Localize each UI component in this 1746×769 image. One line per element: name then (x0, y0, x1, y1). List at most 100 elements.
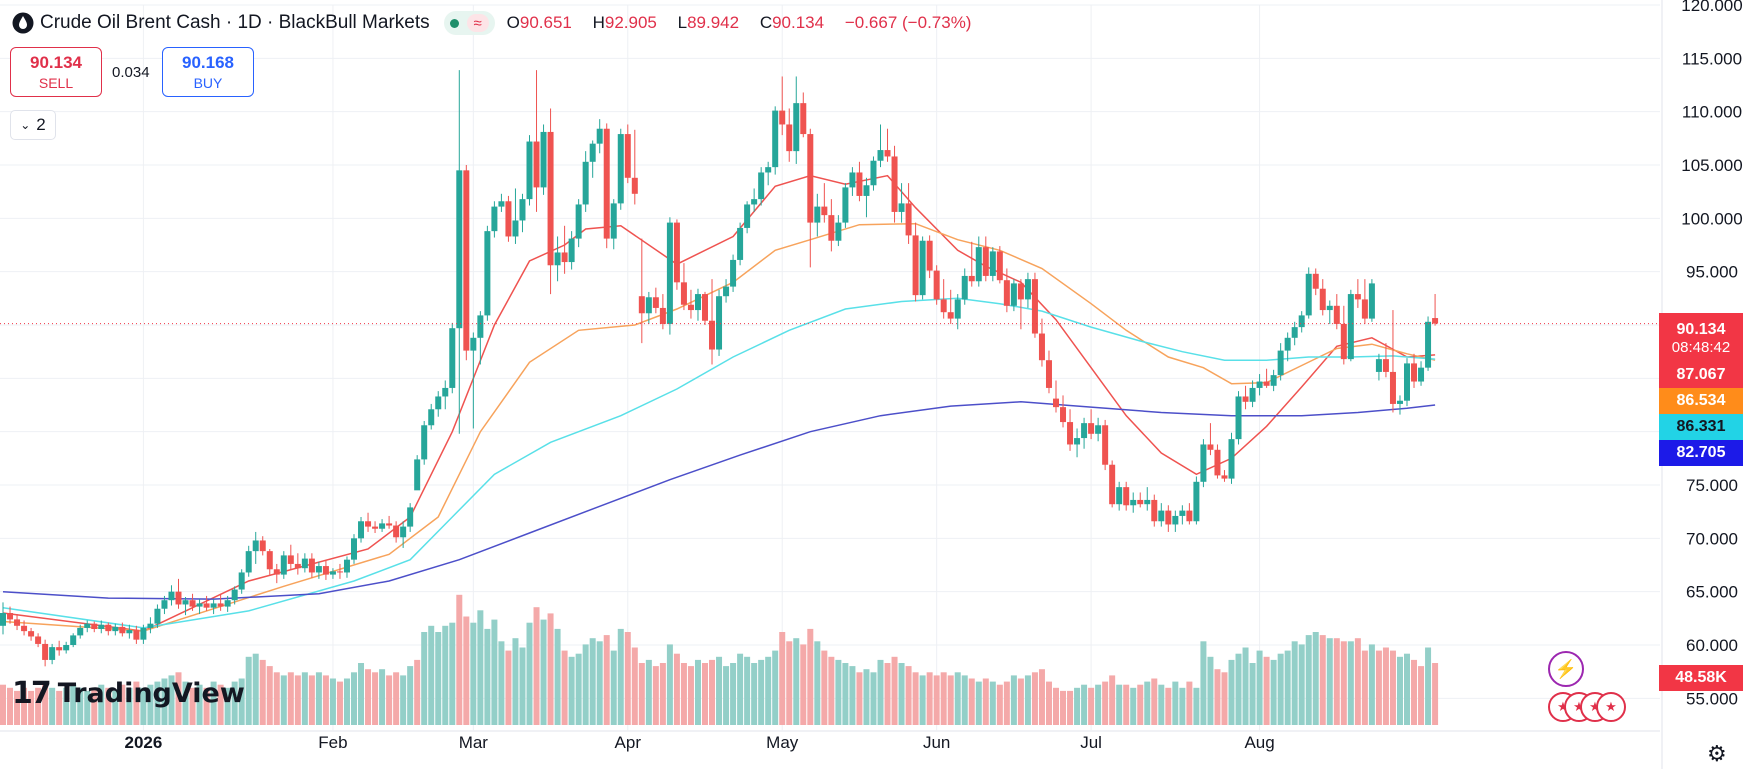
volume-bar (414, 659, 421, 725)
volume-bar (1333, 638, 1340, 725)
candle-body (1109, 464, 1116, 505)
volume-bar (463, 616, 470, 725)
candle-body (1411, 363, 1418, 382)
oil-drop-icon (12, 12, 34, 34)
volume-bar (1179, 687, 1186, 725)
candle-body (1354, 294, 1361, 300)
volume-bar (224, 687, 231, 725)
volume-bar (126, 687, 133, 725)
candle-body (56, 647, 63, 651)
candle-body (231, 589, 238, 601)
candle-body (968, 275, 975, 282)
volume-bar (505, 650, 512, 725)
ma3-price-tag: 86.331 (1659, 414, 1743, 440)
indicators-count: 2 (36, 115, 46, 134)
volume-bar (631, 647, 638, 725)
candle-body (793, 103, 800, 152)
candle-body (547, 131, 554, 266)
candle-body (14, 619, 21, 626)
volume-bar (624, 632, 631, 725)
volume-bar (161, 678, 168, 725)
volume-bar (386, 675, 393, 725)
volume-bar (1298, 644, 1305, 725)
sell-button[interactable]: 90.134 SELL (10, 47, 102, 97)
volume-bar (1053, 687, 1059, 725)
candle-body (694, 294, 701, 311)
volume-bar (828, 656, 835, 725)
candle-body (91, 623, 98, 629)
volume-bar (147, 684, 154, 725)
volume-bar (365, 669, 372, 725)
candle-body (898, 203, 905, 212)
buy-price: 90.168 (182, 53, 234, 72)
candle-body (765, 167, 772, 173)
x-tick-label: Apr (615, 733, 642, 752)
symbol-title[interactable]: Crude Oil Brent Cash · 1D · BlackBull Ma… (40, 12, 430, 33)
settings-gear-icon[interactable]: ⚙ (1707, 741, 1727, 766)
candle-body (884, 150, 891, 157)
moving-average-line (2, 401, 1436, 600)
volume-bar (982, 678, 989, 725)
market-status-pill[interactable]: ≈ (443, 11, 495, 35)
volume-bar (315, 672, 322, 725)
buy-button[interactable]: 90.168 BUY (162, 47, 254, 97)
candle-body (877, 150, 884, 161)
candle-body (1158, 510, 1165, 522)
candle-body (1130, 499, 1137, 506)
candle-body (456, 170, 463, 329)
volume-bar (1340, 641, 1347, 725)
volume-bar (1144, 681, 1151, 725)
low-label: L (677, 13, 688, 32)
candle-body (1214, 449, 1221, 476)
candle-body (1088, 423, 1095, 434)
volume-bar (912, 672, 919, 725)
volume-bar (905, 666, 912, 725)
moving-average-line (2, 174, 1436, 632)
candle-body (301, 558, 308, 569)
candle-body (1221, 475, 1228, 479)
volume-bar (1172, 681, 1179, 725)
lightning-icon[interactable]: ⚡ (1548, 651, 1584, 687)
volume-bar (1291, 641, 1298, 725)
volume-bar (301, 672, 308, 725)
economic-events[interactable]: ★ ★ ★ ★ (1548, 692, 1626, 722)
volume-bar (491, 619, 498, 725)
candle-body (1151, 499, 1158, 522)
ma4-price-tag: 82.705 (1659, 440, 1743, 466)
volume-bar (842, 663, 849, 725)
volume-bar (533, 607, 540, 725)
candle-body (526, 141, 533, 200)
chart-legend: Crude Oil Brent Cash · 1D · BlackBull Ma… (12, 8, 979, 38)
x-tick-label: Aug (1244, 733, 1274, 752)
candle-body (1024, 279, 1031, 300)
candle-body (519, 199, 526, 221)
candle-body (961, 275, 968, 300)
volume-bar (687, 666, 694, 725)
candle-body (1193, 481, 1200, 522)
ma2-price-tag: 86.534 (1659, 388, 1743, 414)
tradingview-logo[interactable]: 17 TradingView (12, 676, 245, 711)
volume-bar (210, 681, 217, 725)
volume-bar (407, 666, 414, 725)
volume-bar (730, 663, 737, 725)
volume-bar (379, 669, 386, 725)
volume-bar (968, 678, 975, 725)
volume-bar (14, 690, 21, 725)
chevron-down-icon: ⌄ (20, 118, 31, 132)
candle-body (1291, 327, 1298, 338)
volume-bar (1354, 638, 1361, 725)
candle-body (1432, 318, 1439, 324)
volume-bar (442, 625, 449, 725)
market-open-dot-icon (449, 18, 459, 28)
volume-bar (666, 644, 673, 725)
indicators-toggle-button[interactable]: ⌄ 2 (10, 110, 56, 140)
volume-bar (1235, 653, 1242, 725)
candle-body (723, 286, 730, 297)
high-label: H (592, 13, 605, 32)
candle-body (449, 328, 456, 388)
candle-body (407, 507, 414, 527)
volume-bar (877, 659, 884, 725)
candle-body (800, 103, 807, 135)
candle-body (659, 307, 666, 324)
